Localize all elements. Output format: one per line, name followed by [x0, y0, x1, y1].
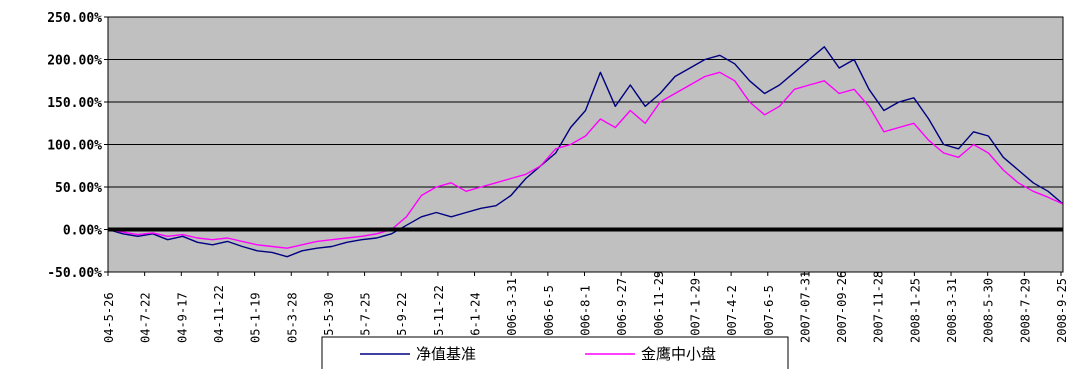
x-tick-label: 2006-11-29	[652, 271, 666, 343]
x-axis-ticks: 04-5-26 04-7-22 04-9-17 04-11-22 05-1-19 05-3…	[102, 271, 1067, 343]
x-tick-label: 2008-9-25	[1055, 278, 1067, 343]
x-tick-label: 2006-6-5	[542, 285, 556, 343]
x-tick-label: 2007-07-31	[798, 271, 812, 343]
gridlines	[108, 59, 1063, 188]
series-line-2	[107, 71, 1064, 249]
legend: 净值基准 金鹰中小盘	[321, 336, 789, 369]
x-tick-label: 2007-4-2	[725, 285, 739, 343]
x-tick-label: 05-9-22	[395, 292, 409, 343]
y-tick-label: 250.00%	[47, 11, 102, 26]
x-tick-label: 2006-3-31	[505, 278, 519, 343]
x-tick-label: 2007-09-26	[835, 271, 849, 343]
y-tick-label: 0.00%	[63, 224, 102, 239]
y-axis-ticks: -50.00% 0.00% 50.00% 100.00% 150.00% 200.00% 2…	[47, 11, 108, 281]
series-line-1	[107, 46, 1064, 258]
x-tick-label: 04-9-17	[175, 292, 189, 343]
legend-label-series-2: 金鹰中小盘	[641, 345, 716, 363]
x-tick-label: 2007-11-28	[872, 271, 886, 343]
x-tick-label: 05-11-22	[432, 285, 446, 343]
legend-label-series-1: 净值基准	[416, 345, 476, 363]
y-tick-label: 100.00%	[47, 139, 102, 154]
x-tick-label: 05-3-28	[285, 292, 299, 343]
x-tick-label: 2008-5-30	[982, 278, 996, 343]
y-tick-label: 200.00%	[47, 54, 102, 69]
x-tick-label: 05-5-30	[322, 292, 336, 343]
x-tick-label: 2007-1-29	[688, 278, 702, 343]
y-tick-label: 150.00%	[47, 96, 102, 111]
series-lines	[107, 46, 1064, 258]
x-tick-label: 2007-6-5	[762, 285, 776, 343]
zero-axis-line	[108, 227, 1063, 232]
y-tick-label: -50.00%	[47, 266, 102, 281]
y-tick-label: 50.00%	[55, 181, 102, 196]
x-tick-label: 2008-1-25	[908, 278, 922, 343]
x-tick-label: 2008-7-29	[1018, 278, 1032, 343]
x-tick-label: 2006-8-1	[579, 285, 593, 343]
x-tick-label: 04-7-22	[139, 292, 153, 343]
x-tick-label: 2008-3-31	[945, 278, 959, 343]
x-tick-label: 2006-9-27	[615, 278, 629, 343]
x-tick-label: 06-1-24	[469, 292, 483, 343]
x-tick-label: 04-11-22	[212, 285, 226, 343]
legend-box	[321, 336, 789, 369]
x-tick-label: 04-5-26	[102, 292, 116, 343]
x-tick-label: 05-7-25	[359, 292, 373, 343]
x-tick-label: 05-1-19	[249, 292, 263, 343]
